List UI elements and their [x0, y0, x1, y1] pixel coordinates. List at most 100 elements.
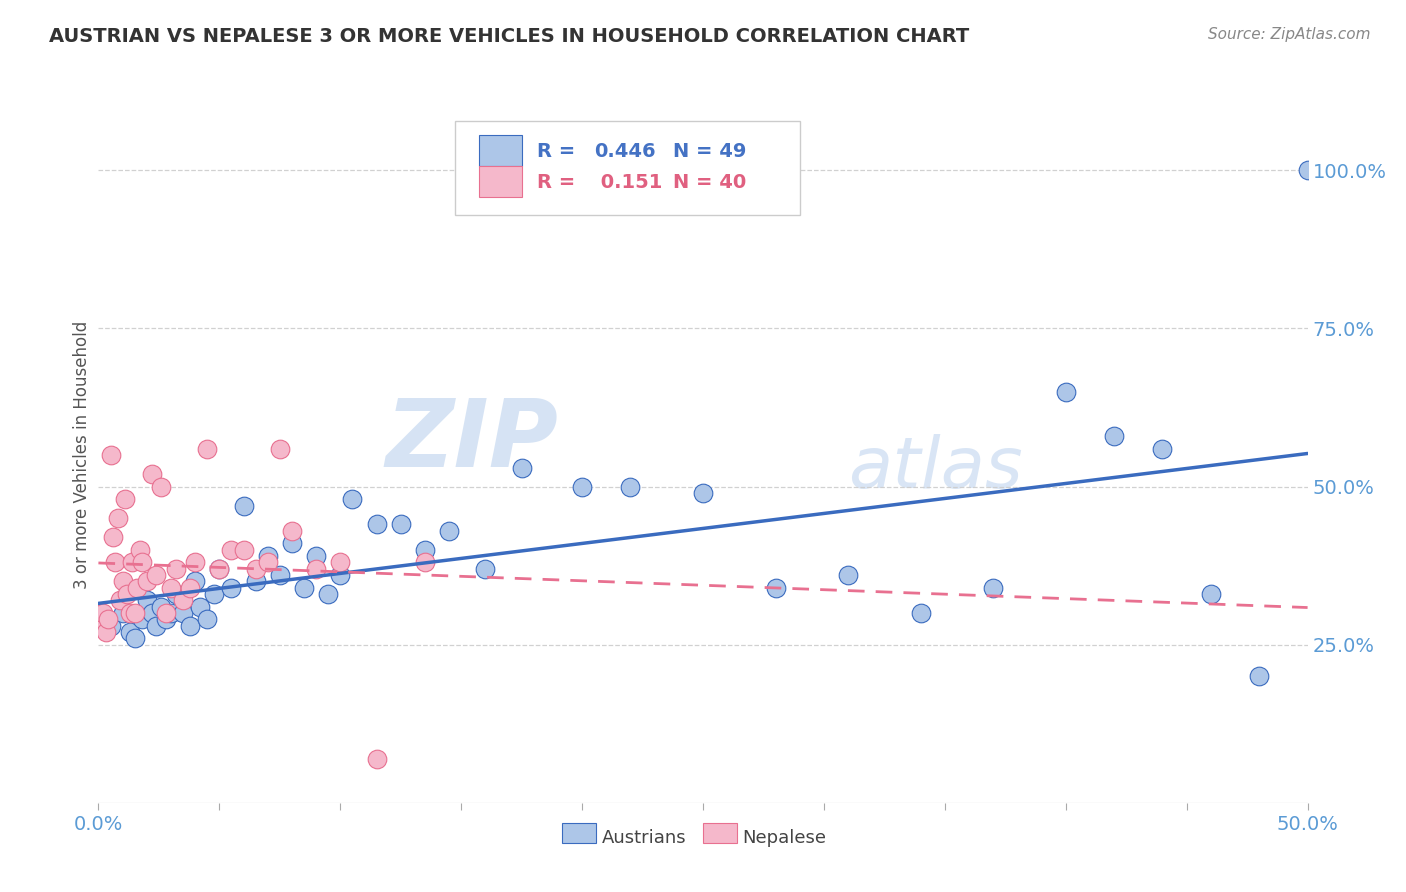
- Point: [510, 460, 533, 475]
- Text: R =: R =: [537, 173, 582, 192]
- Point: [188, 599, 211, 614]
- Point: [221, 542, 243, 557]
- Text: ZIP: ZIP: [385, 395, 558, 487]
- Text: N = 40: N = 40: [673, 173, 747, 192]
- Point: [1054, 384, 1077, 399]
- Point: [184, 556, 207, 570]
- Point: [90, 618, 112, 632]
- Point: [981, 581, 1004, 595]
- Point: [366, 751, 388, 765]
- Point: [292, 581, 315, 595]
- Text: N = 49: N = 49: [673, 142, 747, 161]
- Point: [232, 542, 254, 557]
- Point: [100, 448, 122, 462]
- Point: [281, 524, 304, 538]
- Point: [165, 587, 187, 601]
- Point: [1102, 429, 1125, 443]
- Text: Austrians: Austrians: [602, 830, 686, 847]
- Point: [155, 606, 177, 620]
- Point: [101, 530, 124, 544]
- Point: [305, 549, 328, 563]
- Point: [150, 599, 173, 614]
- Point: [135, 593, 157, 607]
- Point: [117, 587, 139, 601]
- Point: [165, 562, 187, 576]
- Point: [269, 442, 291, 456]
- Point: [837, 568, 859, 582]
- Point: [141, 467, 163, 481]
- Point: [135, 574, 157, 589]
- Text: 0.446: 0.446: [595, 142, 655, 161]
- FancyBboxPatch shape: [456, 121, 800, 215]
- Point: [619, 479, 641, 493]
- Point: [94, 625, 117, 640]
- Point: [389, 517, 412, 532]
- Point: [910, 606, 932, 620]
- Point: [204, 587, 226, 601]
- Point: [208, 562, 231, 576]
- Point: [172, 606, 194, 620]
- Point: [1296, 163, 1319, 178]
- Point: [172, 593, 194, 607]
- Point: [124, 632, 146, 646]
- Point: [100, 618, 122, 632]
- Point: [281, 536, 304, 550]
- Point: [692, 486, 714, 500]
- Point: [124, 606, 146, 620]
- Point: [150, 479, 173, 493]
- Point: [141, 606, 163, 620]
- Point: [232, 499, 254, 513]
- Point: [256, 556, 278, 570]
- Point: [97, 612, 120, 626]
- Text: 0.151: 0.151: [595, 173, 662, 192]
- Point: [118, 606, 141, 620]
- Point: [1249, 669, 1271, 683]
- Text: Source: ZipAtlas.com: Source: ZipAtlas.com: [1208, 27, 1371, 42]
- Point: [221, 581, 243, 595]
- Text: AUSTRIAN VS NEPALESE 3 OR MORE VEHICLES IN HOUSEHOLD CORRELATION CHART: AUSTRIAN VS NEPALESE 3 OR MORE VEHICLES …: [49, 27, 970, 45]
- Point: [118, 625, 141, 640]
- Point: [195, 612, 218, 626]
- Y-axis label: 3 or more Vehicles in Household: 3 or more Vehicles in Household: [73, 321, 91, 589]
- Point: [366, 517, 388, 532]
- Point: [269, 568, 291, 582]
- Point: [107, 511, 129, 525]
- FancyBboxPatch shape: [479, 166, 522, 197]
- Point: [145, 568, 167, 582]
- Point: [131, 556, 153, 570]
- Point: [111, 574, 134, 589]
- Text: R =: R =: [537, 142, 582, 161]
- Point: [104, 556, 127, 570]
- Point: [114, 492, 136, 507]
- Point: [195, 442, 218, 456]
- Text: Nepalese: Nepalese: [742, 830, 827, 847]
- Point: [108, 593, 131, 607]
- FancyBboxPatch shape: [479, 135, 522, 166]
- Point: [111, 606, 134, 620]
- Point: [208, 562, 231, 576]
- Point: [329, 556, 352, 570]
- Point: [121, 556, 143, 570]
- Point: [256, 549, 278, 563]
- Text: atlas: atlas: [848, 434, 1022, 503]
- Point: [179, 581, 201, 595]
- Point: [127, 581, 149, 595]
- Point: [329, 568, 352, 582]
- Point: [413, 542, 436, 557]
- Point: [128, 542, 150, 557]
- Point: [342, 492, 364, 507]
- Point: [765, 581, 787, 595]
- Point: [160, 581, 183, 595]
- Point: [1152, 442, 1174, 456]
- Point: [179, 618, 201, 632]
- Point: [437, 524, 460, 538]
- Point: [316, 587, 339, 601]
- Point: [91, 606, 114, 620]
- Point: [1199, 587, 1222, 601]
- Point: [145, 618, 167, 632]
- Point: [155, 612, 177, 626]
- Point: [184, 574, 207, 589]
- Point: [413, 556, 436, 570]
- Point: [245, 574, 267, 589]
- Point: [160, 606, 183, 620]
